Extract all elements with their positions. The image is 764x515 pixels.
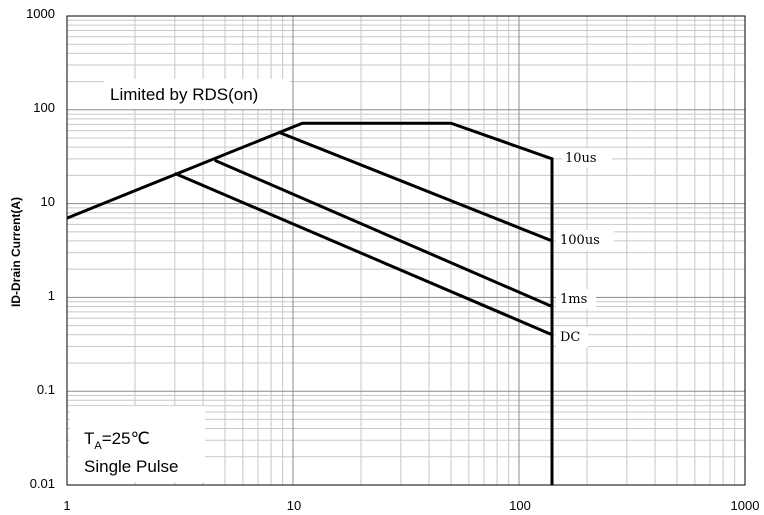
condition-annotation: TA=25℃ Single Pulse: [70, 406, 205, 482]
series-label-dc: DC: [560, 330, 580, 345]
series-label-10us: 10us: [565, 151, 597, 166]
series-label-bg: [556, 289, 596, 309]
y-tick-label: 100: [33, 100, 55, 115]
x-tick-label: 10: [287, 498, 301, 513]
y-axis-title: ID-Drain Current(A): [9, 197, 23, 307]
series-label-100us: 100us: [560, 233, 600, 248]
y-tick-label: 1000: [26, 6, 55, 21]
series-label-bg: [562, 148, 612, 168]
series-layer: [66, 121, 554, 485]
plot-frame: [66, 15, 746, 486]
y-tick-label: 0.1: [37, 382, 55, 397]
series-labels: 10us 100us 1ms DC: [556, 148, 614, 347]
limit-annotation-text: Limited by RDS(on): [110, 85, 258, 104]
series-line-1ms: [214, 158, 553, 308]
series-line-10us: [66, 121, 554, 485]
series-line-dc: [174, 172, 553, 337]
temperature-label: TA=25℃: [84, 429, 150, 452]
y-tick-label: 0.01: [30, 476, 55, 491]
y-tick-label: 1: [48, 288, 55, 303]
y-tick-label: 10: [41, 194, 55, 209]
limit-annotation: Limited by RDS(on): [104, 79, 290, 109]
series-label-bg: [556, 230, 614, 250]
x-tick-label: 100: [509, 498, 531, 513]
x-tick-label: 1: [63, 498, 70, 513]
series-label-1ms: 1ms: [560, 292, 587, 307]
series-line-100us: [277, 130, 553, 243]
y-tick-labels: 0.01 0.1 1 10 100 1000: [26, 6, 55, 491]
x-tick-label: 1000: [731, 498, 760, 513]
condition-annotation-bg: [70, 406, 205, 482]
series-label-bg: [556, 327, 588, 347]
x-tick-labels: 1 10 100 1000: [63, 498, 759, 513]
pulse-label: Single Pulse: [84, 457, 179, 476]
limit-annotation-bg: [104, 79, 290, 109]
